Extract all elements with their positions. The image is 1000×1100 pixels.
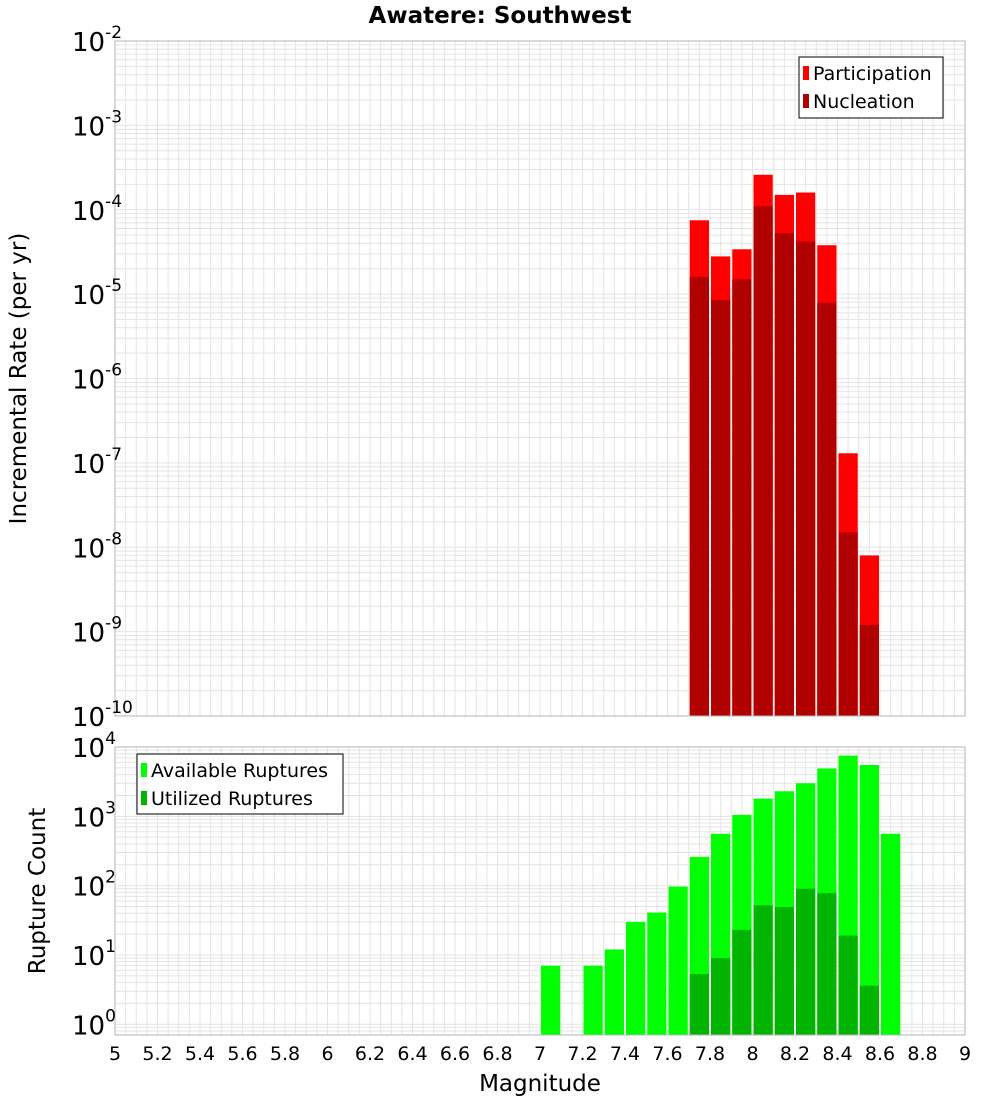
y-tick-label: 101	[72, 937, 116, 972]
y-tick-label: 10-7	[72, 445, 122, 480]
bar-available-ruptures	[541, 965, 561, 1035]
legend-label: Available Ruptures	[151, 760, 328, 782]
y-axis-label-rate: Incremental Rate (per yr)	[6, 233, 32, 525]
bar-utilized-ruptures	[753, 905, 773, 1035]
x-tick-label: 7.8	[695, 1043, 725, 1065]
y-tick-label: 103	[72, 798, 116, 833]
x-tick-label: 8.4	[822, 1043, 852, 1065]
x-tick-label: 5.4	[185, 1043, 215, 1065]
x-tick-label: 6.4	[397, 1043, 427, 1065]
legend-swatch	[803, 66, 809, 80]
legend-swatch	[141, 791, 147, 805]
y-tick-label: 10-6	[72, 361, 122, 396]
bar-available-ruptures	[583, 965, 603, 1035]
bar-available-ruptures	[647, 912, 667, 1035]
grid-lines-rate	[114, 40, 966, 717]
x-tick-label: 6.2	[355, 1043, 385, 1065]
legend-box	[798, 56, 944, 119]
x-tick-label: 8	[746, 1043, 758, 1065]
x-tick-label: 5.2	[142, 1043, 172, 1065]
bar-available-ruptures	[881, 833, 901, 1035]
y-tick-label: 102	[72, 868, 116, 903]
bar-nucleation	[774, 233, 794, 716]
bar-nucleation	[732, 279, 752, 716]
x-tick-label: 7.6	[652, 1043, 682, 1065]
bar-nucleation	[838, 532, 858, 716]
x-tick-label: 8.8	[907, 1043, 937, 1065]
x-tick-label: 6.8	[482, 1043, 512, 1065]
bar-utilized-ruptures	[711, 958, 731, 1035]
bar-nucleation	[753, 206, 773, 716]
bar-utilized-ruptures	[774, 907, 794, 1035]
series-nucleation	[689, 206, 879, 717]
bar-nucleation	[817, 302, 837, 716]
bar-utilized-ruptures	[689, 974, 709, 1035]
bar-utilized-ruptures	[796, 888, 816, 1035]
x-tick-label: 5.6	[227, 1043, 257, 1065]
y-tick-label: 104	[72, 729, 116, 764]
legend-box	[136, 753, 344, 815]
plot-frame-count	[114, 746, 966, 1036]
legend-count: Available Ruptures Utilized Ruptures	[136, 753, 344, 815]
y-tick-label: 10-3	[72, 107, 122, 142]
y-tick-label: 10-10	[72, 698, 133, 733]
y-tick-label: 10-9	[72, 614, 122, 649]
x-tick-label: 8.6	[865, 1043, 895, 1065]
legend-label: Utilized Ruptures	[151, 788, 313, 810]
bar-utilized-ruptures	[838, 935, 858, 1035]
x-tick-label: 9	[959, 1043, 971, 1065]
y-tick-label: 100	[72, 1006, 116, 1041]
bar-nucleation	[796, 241, 816, 717]
series-utilized-ruptures	[689, 888, 879, 1035]
bar-available-ruptures	[604, 949, 624, 1035]
plot-frame-rate	[114, 40, 966, 717]
y-axis-label-count: Rupture Count	[25, 808, 51, 974]
bar-utilized-ruptures	[732, 929, 752, 1035]
legend-swatch	[803, 94, 809, 108]
bar-available-ruptures	[626, 921, 646, 1035]
bar-available-ruptures	[668, 886, 688, 1035]
bar-nucleation	[711, 300, 731, 716]
legend-label: Participation	[813, 63, 932, 85]
x-tick-label: 5.8	[270, 1043, 300, 1065]
x-tick-label: 7	[534, 1043, 546, 1065]
legend-swatch	[141, 763, 147, 777]
x-tick-label: 6	[321, 1043, 333, 1065]
x-tick-label: 7.4	[610, 1043, 640, 1065]
legend-label: Nucleation	[813, 91, 915, 113]
y-tick-label: 10-2	[72, 23, 122, 58]
bar-utilized-ruptures	[859, 985, 879, 1035]
y-tick-label: 10-4	[72, 192, 122, 227]
bar-available-ruptures	[859, 764, 879, 1035]
x-tick-label: 8.2	[780, 1043, 810, 1065]
y-tick-label: 10-8	[72, 529, 122, 564]
legend-rate: Participation Nucleation	[798, 56, 944, 119]
x-tick-label: 7.2	[567, 1043, 597, 1065]
bar-utilized-ruptures	[817, 893, 837, 1035]
bar-nucleation	[689, 276, 709, 716]
chart-title: Awatere: Southwest	[369, 3, 632, 29]
y-tick-label: 10-5	[72, 276, 122, 311]
bar-nucleation	[859, 624, 879, 716]
x-tick-label: 6.6	[440, 1043, 470, 1065]
grid-lines-count	[114, 746, 966, 1036]
x-tick-label: 5	[109, 1043, 121, 1065]
x-axis-label: Magnitude	[479, 1071, 601, 1097]
